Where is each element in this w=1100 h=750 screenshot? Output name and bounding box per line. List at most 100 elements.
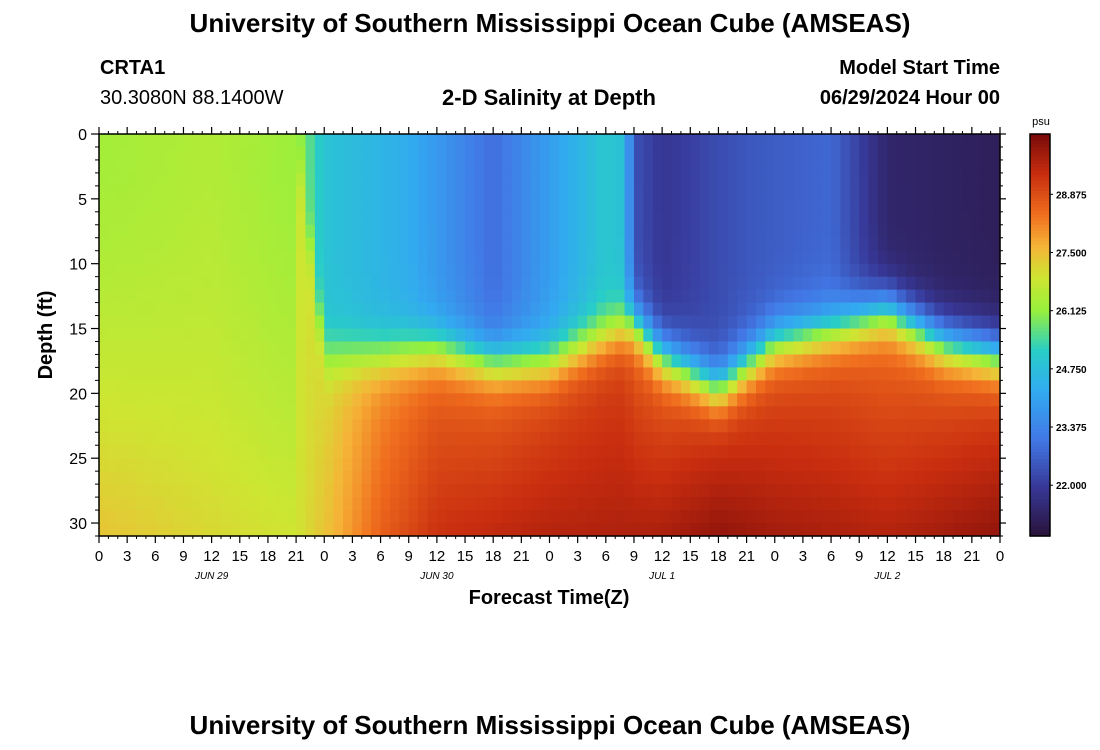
- heatmap-cell: [418, 458, 429, 472]
- heatmap-cell: [887, 484, 898, 498]
- heatmap-cell: [840, 302, 851, 317]
- colorbar-segment: [1030, 144, 1050, 148]
- heatmap-cell: [418, 315, 429, 330]
- heatmap-cell: [108, 406, 119, 420]
- heatmap-cell: [277, 159, 288, 174]
- heatmap-cell: [145, 523, 156, 537]
- heatmap-cell: [624, 458, 635, 472]
- heatmap-cell: [568, 328, 579, 343]
- heatmap-cell: [436, 367, 447, 381]
- heatmap-cell: [915, 471, 926, 485]
- heatmap-cell: [324, 315, 335, 330]
- heatmap-cell: [859, 406, 870, 420]
- heatmap-cell: [831, 458, 842, 472]
- heatmap-cell: [802, 263, 813, 278]
- heatmap-cell: [493, 497, 504, 511]
- heatmap-cell: [605, 328, 616, 343]
- heatmap-cell: [202, 354, 213, 369]
- heatmap-cell: [765, 146, 776, 161]
- colorbar-segment: [1030, 435, 1050, 440]
- heatmap-cell: [615, 432, 626, 446]
- heatmap-cell: [436, 250, 447, 265]
- heatmap-cell: [624, 432, 635, 446]
- heatmap-cell: [202, 276, 213, 291]
- heatmap-cell: [821, 146, 832, 161]
- heatmap-cell: [699, 211, 710, 226]
- heatmap-cell: [155, 237, 166, 252]
- heatmap-cell: [746, 419, 757, 433]
- heatmap-cell: [953, 224, 964, 239]
- heatmap-cell: [831, 471, 842, 485]
- heatmap-cell: [465, 263, 476, 278]
- heatmap-cell: [568, 250, 579, 265]
- heatmap-cell: [408, 510, 419, 524]
- heatmap-cell: [755, 484, 766, 498]
- heatmap-cell: [296, 224, 307, 239]
- heatmap-cell: [211, 354, 222, 369]
- heatmap-cell: [812, 302, 823, 317]
- heatmap-cell: [465, 134, 476, 148]
- heatmap-cell: [915, 367, 926, 381]
- colorbar-segment: [1030, 167, 1050, 172]
- heatmap-cell: [145, 458, 156, 472]
- heatmap-cell: [784, 159, 795, 174]
- heatmap-cell: [699, 380, 710, 394]
- heatmap-cell: [784, 341, 795, 356]
- heatmap-cell: [483, 211, 494, 226]
- heatmap-cell: [352, 250, 363, 265]
- heatmap-cell: [221, 211, 231, 226]
- heatmap-cell: [389, 419, 400, 433]
- heatmap-cell: [962, 354, 973, 369]
- colorbar-segment: [1030, 247, 1050, 252]
- heatmap-cell: [727, 432, 738, 446]
- heatmap-cell: [906, 380, 917, 394]
- heatmap-cell: [943, 510, 954, 524]
- heatmap-cell: [821, 276, 832, 291]
- heatmap-cell: [924, 406, 935, 420]
- heatmap-cell: [267, 354, 278, 369]
- heatmap-cell: [596, 224, 607, 239]
- heatmap-cell: [849, 354, 860, 369]
- heatmap-cell: [784, 419, 795, 433]
- heatmap-cell: [502, 263, 513, 278]
- heatmap-cell: [267, 341, 278, 356]
- heatmap-cell: [943, 172, 954, 187]
- heatmap-cell: [577, 302, 588, 317]
- heatmap-cell: [596, 445, 607, 459]
- heatmap-cell: [277, 367, 288, 381]
- heatmap-cell: [202, 302, 213, 317]
- heatmap-cell: [493, 250, 504, 265]
- heatmap-cell: [127, 237, 138, 252]
- heatmap-cell: [511, 510, 522, 524]
- heatmap-cell: [624, 237, 635, 252]
- heatmap-cell: [352, 198, 363, 213]
- heatmap-cell: [924, 276, 935, 291]
- heatmap-cell: [108, 510, 119, 524]
- heatmap-cell: [530, 250, 541, 265]
- heatmap-cell: [652, 315, 663, 330]
- heatmap-cell: [840, 432, 851, 446]
- heatmap-cell: [361, 328, 372, 343]
- heatmap-cell: [314, 263, 325, 278]
- heatmap-cell: [849, 302, 860, 317]
- heatmap-cell: [624, 263, 635, 278]
- heatmap-cell: [906, 172, 917, 187]
- heatmap-cell: [746, 380, 757, 394]
- heatmap-cell: [877, 432, 888, 446]
- colorbar-segment: [1030, 214, 1050, 219]
- heatmap-cell: [324, 172, 335, 187]
- heatmap-cell: [587, 276, 598, 291]
- heatmap-cell: [239, 146, 250, 161]
- heatmap-cell: [709, 419, 720, 433]
- heatmap-cell: [446, 354, 457, 369]
- heatmap-cell: [324, 250, 335, 265]
- heatmap-cell: [183, 458, 194, 472]
- heatmap-cell: [502, 289, 513, 304]
- colorbar-segment: [1030, 180, 1050, 185]
- heatmap-cell: [906, 315, 917, 330]
- heatmap-cell: [324, 510, 335, 524]
- heatmap-cell: [643, 510, 654, 524]
- heatmap-cell: [859, 237, 870, 252]
- heatmap-cell: [296, 159, 307, 174]
- heatmap-cell: [549, 159, 560, 174]
